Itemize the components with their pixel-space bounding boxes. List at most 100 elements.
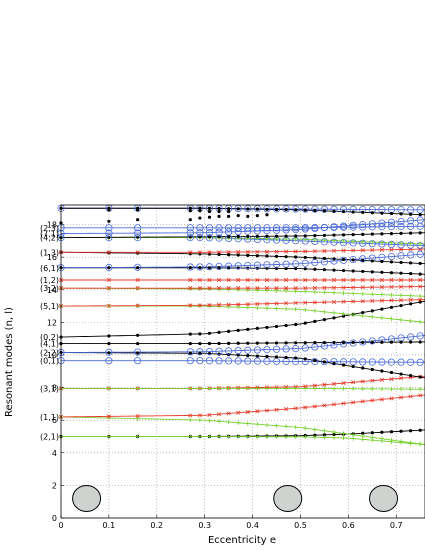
marker-x [331,402,337,407]
marker-dot [361,366,365,370]
series-line [60,299,425,307]
marker-dot [380,270,384,274]
marker-plus [135,434,140,439]
marker-x [370,298,375,304]
marker-plus [274,306,279,311]
marker-dot [361,232,365,236]
marker-plus [322,237,327,243]
marker-plus [360,291,365,297]
marker-plus [283,386,289,391]
marker-plus [264,305,270,311]
marker-x [245,286,250,291]
marker-dot [351,269,355,273]
marker-circle [234,357,242,365]
marker-plus [341,435,346,441]
marker-x [303,277,308,283]
marker-dot [284,323,288,328]
series-line [61,305,425,323]
marker-dot [389,430,394,434]
marker-dot [313,358,317,363]
marker-x [418,284,423,289]
marker-circle [282,345,290,353]
marker-plus [331,386,337,391]
marker-x [274,249,279,254]
marker-plus [408,386,413,392]
marker-dot [227,329,231,333]
marker-x [197,413,202,418]
marker-x [418,277,423,283]
y-tick-label: 0 [52,514,57,523]
y-tick-label: 6 [52,416,57,425]
marker-plus [303,307,308,313]
marker-dot [418,272,422,276]
marker-x [312,285,317,291]
marker-x [379,397,384,402]
marker-circle [263,226,271,235]
marker-circle [292,345,300,353]
marker-circle [186,229,194,237]
marker-x [312,300,317,305]
marker-x [341,401,346,406]
marker-circle [272,226,281,234]
marker-dot [361,269,365,274]
marker-x [351,248,356,253]
scatter-dot [198,216,202,220]
marker-x [274,301,279,306]
scatter-dot [107,208,111,212]
marker-x [370,398,375,403]
marker-plus [293,386,298,391]
marker-circle [105,229,113,237]
marker-circle [349,255,357,264]
marker-plus [283,434,289,439]
marker-x [398,376,404,381]
marker-dot [236,328,240,332]
marker-x [135,250,140,255]
marker-x [351,380,356,385]
marker-dot [409,302,413,306]
marker-circle [272,205,281,213]
marker-x [360,277,365,283]
marker-circle [234,262,242,270]
marker-dot [188,351,192,355]
marker-dot [207,206,212,210]
series-line [60,253,425,269]
marker-circle [349,223,357,231]
marker-plus [303,386,308,391]
marker-plus [303,425,308,431]
marker-plus [106,434,112,439]
marker-x [379,247,384,252]
marker-plus [207,386,212,391]
marker-plus [418,319,423,325]
marker-x [207,250,212,255]
marker-x [255,277,260,283]
marker-dot [409,231,413,235]
marker-circle [387,252,396,261]
marker-dot [303,234,307,238]
marker-plus [350,386,356,391]
marker-dot [399,372,403,376]
marker-dot [370,367,374,372]
marker-circle [134,234,142,242]
marker-dot [284,255,288,259]
marker-dot [198,266,202,270]
marker-circle [186,234,194,242]
marker-plus [264,422,270,428]
marker-x [331,299,337,305]
marker-circle [215,357,223,365]
marker-plus [360,433,365,439]
marker-circle [292,260,300,268]
marker-dot [246,253,250,257]
marker-plus [245,434,250,439]
marker-dot [322,360,327,364]
marker-x [106,414,111,419]
marker-x [207,277,212,283]
marker-dot [399,303,403,308]
marker-dot [236,207,240,211]
marker-x [264,301,270,306]
marker-circle [339,340,348,348]
series-line [60,352,425,379]
marker-x [370,277,375,283]
marker-x [312,383,317,388]
marker-circle [282,226,290,234]
marker-x [303,300,308,305]
